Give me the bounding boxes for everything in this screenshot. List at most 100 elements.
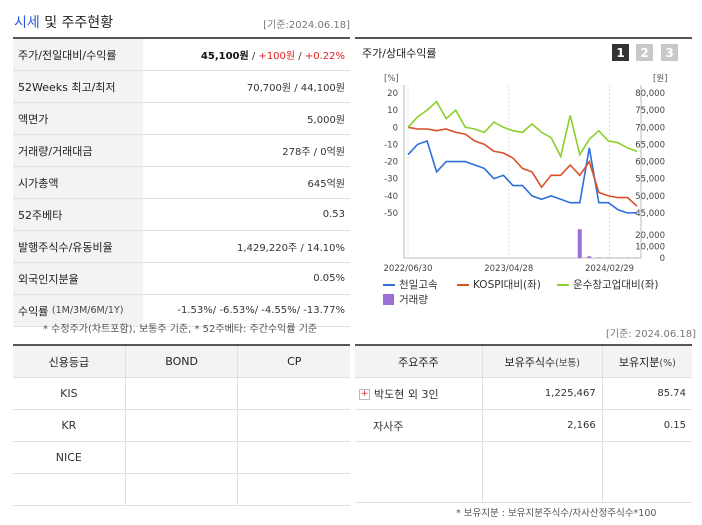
right-tick-label: 50,000 <box>635 192 665 202</box>
table-row: + 박도현 외 3인 1,225,467 85.74 <box>355 377 692 410</box>
price-change: +100원 <box>258 51 296 62</box>
right-tick-label: 80,000 <box>635 89 665 99</box>
volume-bar <box>587 256 592 258</box>
stats-row-returns: 수익률 (1M/3M/6M/1Y) -1.53%/ -6.53%/ -4.55%… <box>13 295 350 327</box>
stats-value: 5,000원 <box>307 115 345 126</box>
table-header: 신용등급 BOND CP <box>13 344 350 378</box>
right-tick-label: 45,000 <box>635 209 665 219</box>
right-tick-label: 70,000 <box>635 123 665 133</box>
current-price: 45,100원 <box>200 51 249 62</box>
stats-row-price: 주가/전일대비/수익률 45,100원 / +100원 / +0.22% <box>13 39 350 71</box>
stats-row-52w: 52Weeks 최고/최저 70,700원 / 44,100원 <box>13 71 350 103</box>
stats-value: 70,700원 / 44,100원 <box>246 83 345 94</box>
right-tick-label: 75,000 <box>635 106 665 116</box>
stats-table: 주가/전일대비/수익률 45,100원 / +100원 / +0.22% 52W… <box>13 37 350 327</box>
price-chart: [%] [원] 20 10 0 -10 -20 -30 -40 -50 80,000 75,00… <box>384 74 668 274</box>
stats-label: 수익률 (1M/3M/6M/1Y) <box>13 295 143 326</box>
volume-bar <box>596 257 601 258</box>
price-value: 45,100원 / +100원 / +0.22% <box>200 51 345 62</box>
stats-row-mktcap: 시가총액 645억원 <box>13 167 350 199</box>
table-row: KR <box>13 409 350 442</box>
left-tick-label: 10 <box>387 106 398 116</box>
legend-price: 천일고속 <box>383 277 438 292</box>
stats-row-par: 액면가 5,000원 <box>13 103 350 135</box>
legend-swatch <box>383 294 394 305</box>
title-text: 및 주주현황 <box>44 15 114 31</box>
series-line <box>407 126 638 207</box>
column-header: 보유주식수(보통) <box>481 344 603 378</box>
right-tick-label: 65,000 <box>635 140 665 150</box>
table-row: NICE <box>13 441 350 474</box>
stats-label: 거래량/거래대금 <box>13 135 143 166</box>
left-tick-label: -40 <box>384 192 398 202</box>
stats-value: 645억원 <box>307 179 346 190</box>
legend-sector: 운수창고업대비(좌) <box>557 277 658 292</box>
series-line <box>407 100 638 159</box>
stats-row-foreign: 외국인지분율 0.05% <box>13 263 350 295</box>
column-header: 주요주주 <box>355 344 483 378</box>
right-unit: [원] <box>653 74 667 84</box>
left-tick-label: -50 <box>384 209 398 219</box>
table-row: 자사주 2,166 0.15 <box>355 409 692 442</box>
legend-volume: 거래량 <box>383 292 428 307</box>
returns-value: -1.53%/ -6.53%/ -4.55%/ -13.77% <box>177 305 345 316</box>
x-tick-label: 2024/02/29 <box>585 264 634 274</box>
stats-footnote: * 수정주가(차트포함), 보통주 기준, * 52주베타: 주간수익률 기준 <box>43 324 318 335</box>
title-accent: 시세 <box>14 15 40 31</box>
stats-label: 52Weeks 최고/최저 <box>13 71 143 102</box>
legend-kospi: KOSPI대비(좌) <box>457 277 541 292</box>
x-tick-label: 2022/06/30 <box>384 264 433 274</box>
stats-value: 278주 / 0억원 <box>282 147 345 158</box>
table-row <box>13 473 350 506</box>
stats-value: 1,429,220주 / 14.10% <box>237 243 345 254</box>
period-button-2[interactable]: 2 <box>636 44 653 61</box>
stats-value: 0.05% <box>313 273 345 284</box>
legend-swatch <box>457 283 469 286</box>
page-title: 시세 및 주주현황 <box>14 12 113 32</box>
legend-swatch <box>557 283 569 286</box>
left-tick-label: -30 <box>384 175 398 185</box>
left-unit: [%] <box>384 74 399 84</box>
holder-name[interactable]: 박도현 외 3인 <box>374 387 439 401</box>
volume-tick-label: 20,000 <box>635 231 665 241</box>
stats-row-shares: 발행주식수/유동비율 1,429,220주 / 14.10% <box>13 231 350 263</box>
x-tick-label: 2023/04/28 <box>484 264 533 274</box>
volume-tick-label: 0 <box>660 254 665 264</box>
left-tick-label: -10 <box>384 140 398 150</box>
left-tick-label: -20 <box>384 158 398 168</box>
column-header: 신용등급 <box>13 344 126 378</box>
stats-value: 0.53 <box>322 209 345 220</box>
right-tick-label: 55,000 <box>635 175 665 185</box>
stats-label: 액면가 <box>13 103 143 134</box>
stats-label: 발행주식수/유동비율 <box>13 231 143 262</box>
holders-footnote: * 보유지분 : 보유지분주식수/자사산정주식수*100 <box>456 508 657 519</box>
column-header: BOND <box>124 344 239 378</box>
series-line <box>407 139 638 214</box>
stats-label: 외국인지분율 <box>13 263 143 294</box>
stats-label: 주가/전일대비/수익률 <box>13 39 143 70</box>
stats-row-volume: 거래량/거래대금 278주 / 0억원 <box>13 135 350 167</box>
holders-date: [기준: 2024.06.18] <box>606 329 697 340</box>
table-row <box>355 441 692 503</box>
table-header: 주요주주 보유주식수(보통) 보유지분(%) <box>355 344 692 378</box>
stats-row-beta: 52주베타 0.53 <box>13 199 350 231</box>
right-tick-label: 60,000 <box>635 158 665 168</box>
volume-bar <box>577 229 582 258</box>
base-date: [기준:2024.06.18] <box>263 20 350 31</box>
period-button-3[interactable]: 3 <box>661 44 678 61</box>
credit-rating-table: 신용등급 BOND CP KIS KR NICE <box>13 344 350 506</box>
price-change-pct: +0.22% <box>304 51 345 62</box>
chart-panel <box>355 37 692 317</box>
major-shareholders-table: 주요주주 보유주식수(보통) 보유지분(%) + 박도현 외 3인 1,225,4… <box>355 344 692 503</box>
stats-label: 시가총액 <box>13 167 143 198</box>
legend-swatch <box>383 283 395 286</box>
table-row: KIS <box>13 377 350 410</box>
column-header: CP <box>237 344 350 378</box>
holder-name: 자사주 <box>355 409 483 442</box>
left-tick-label: 0 <box>393 123 398 133</box>
period-button-1[interactable]: 1 <box>612 44 629 61</box>
column-header: 보유지분(%) <box>601 344 692 378</box>
stats-label: 52주베타 <box>13 199 143 230</box>
volume-tick-label: 10,000 <box>635 243 665 253</box>
expand-icon[interactable]: + <box>359 389 370 400</box>
